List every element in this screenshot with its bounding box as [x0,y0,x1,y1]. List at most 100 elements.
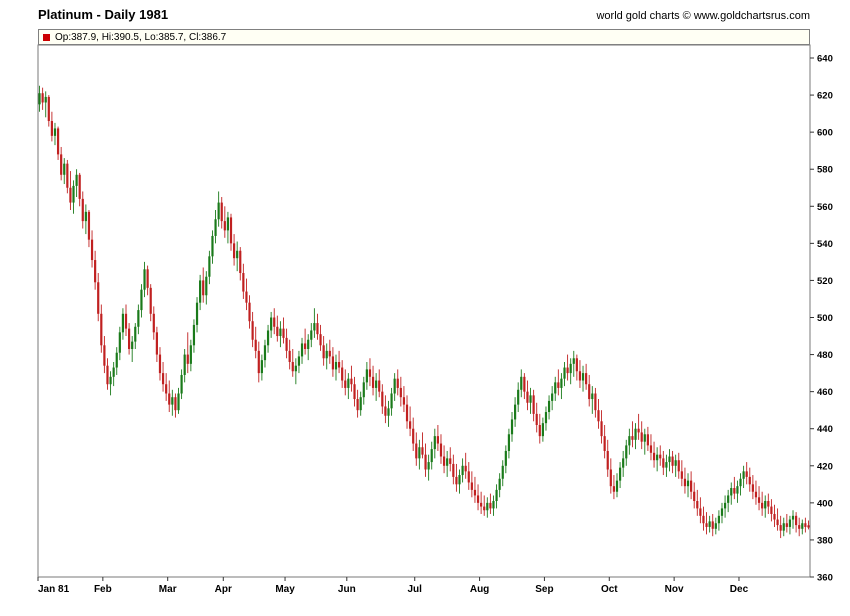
candle-body [50,121,53,136]
candle-body [226,217,230,231]
candle-body [319,334,322,346]
candle-body [504,450,507,466]
candle-body [449,458,452,464]
candle-body [47,96,50,122]
candle-body [103,345,106,366]
candle-body [659,454,662,459]
candle-body [328,350,331,357]
candle-body [149,287,152,314]
candle-body [409,421,412,429]
candle-body [473,489,477,496]
candle-body [544,412,548,424]
candle-body [211,235,214,257]
candle-body [152,313,155,333]
candle-body [341,367,344,381]
candle-body [300,343,304,357]
candle-body [356,399,359,411]
candle-body [764,501,767,509]
candle-body [575,358,578,372]
x-axis-label: Oct [601,584,618,595]
candle-body [313,323,316,331]
page-title: Platinum - Daily 1981 [38,7,169,22]
candle-body [297,356,301,366]
y-axis-label: 560 [817,202,833,213]
candle-body [208,256,211,277]
candle-body [155,332,158,355]
candle-body [396,378,399,388]
candle-body [390,393,393,409]
candle-body [643,434,646,442]
candle-body [671,456,674,466]
candle-body [291,361,294,372]
candle-body [646,434,649,446]
candle-body [236,250,239,259]
candle-body [470,482,473,490]
candle-body [785,523,788,527]
candle-body [442,456,446,466]
y-axis-label: 380 [817,535,833,546]
quote-legend-text: Op:387.9, Hi:390.5, Lo:385.7, Cl:386.7 [55,31,227,43]
candle-body [779,525,782,531]
candle-body [615,480,619,492]
candle-body [606,450,609,470]
candle-body [405,404,409,422]
candle-body [381,391,384,407]
candle-body [202,280,205,296]
candle-body [282,328,285,338]
candle-body [597,410,600,422]
candle-body [174,397,177,411]
candle-body [334,361,338,370]
y-axis-label: 620 [817,91,833,102]
x-axis-label: Sep [535,584,553,595]
candle-body [344,380,347,388]
candle-body [483,506,486,511]
candle-body [628,436,631,446]
candle-body [557,382,560,388]
candle-body [501,465,504,479]
candle-body [461,465,464,476]
candle-body [486,502,489,511]
candle-body [285,337,288,351]
candle-body [229,217,233,244]
candle-body [248,302,251,322]
candle-body [717,515,721,524]
candle-body [507,434,511,451]
candle-body [751,484,754,492]
candle-body [693,491,696,502]
candle-body [455,476,458,485]
candle-body [668,456,671,463]
candle-body [412,428,415,444]
candle-body [690,480,693,492]
candle-body [745,471,748,477]
candle-body [131,341,134,350]
candle-body [368,369,372,377]
candle-body [205,276,208,296]
candle-body [705,523,708,527]
candle-body [656,454,659,461]
candle-body [359,397,362,411]
candle-body [631,436,634,440]
candle-body [609,469,612,487]
y-axis-label: 420 [817,461,833,472]
candle-body [239,250,242,274]
candle-body [430,449,433,463]
candle-body [569,363,572,374]
y-axis-label: 480 [817,350,833,361]
candle-body [186,354,189,364]
candle-body [418,447,421,459]
candle-body [634,428,637,440]
candle-body [578,371,582,381]
candle-body [652,452,656,461]
candle-body [242,273,245,292]
x-axis-label: Apr [215,584,232,595]
candle-body [600,421,603,437]
candle-body [331,356,335,370]
candle-body [757,497,761,503]
candle-body [770,506,773,514]
candle-body [60,154,63,175]
candle-color-marker-icon [43,33,50,41]
candle-body [232,243,236,259]
candle-body [649,445,653,453]
candle-body [137,310,140,327]
candle-body [371,376,375,388]
